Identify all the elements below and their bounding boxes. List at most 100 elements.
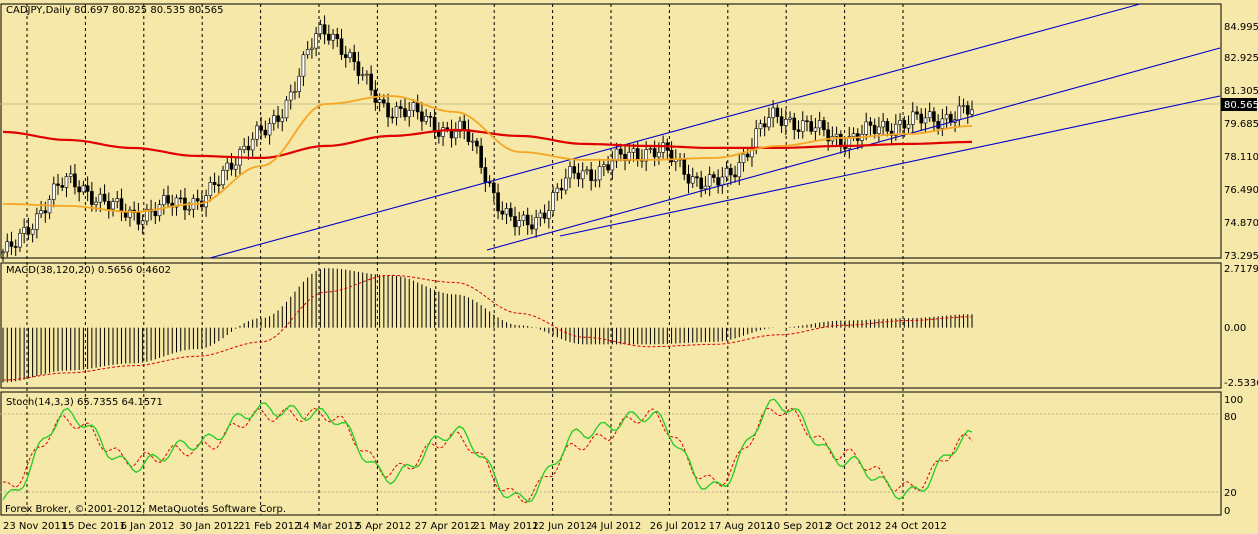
bull-candle xyxy=(517,220,522,228)
bull-candle xyxy=(851,133,856,137)
bear-candle xyxy=(796,129,801,132)
bull-candle xyxy=(208,182,213,196)
bear-candle xyxy=(839,133,843,147)
bull-candle xyxy=(910,111,915,125)
bear-candle xyxy=(965,105,970,115)
ma-fast-line xyxy=(3,95,973,213)
bull-candle xyxy=(585,169,589,172)
bull-candle xyxy=(957,105,962,120)
bear-candle xyxy=(745,153,750,158)
bull-candle xyxy=(970,109,974,115)
bear-candle xyxy=(85,185,90,192)
bear-candle xyxy=(559,187,564,191)
bear-candle xyxy=(902,120,907,129)
bull-candle xyxy=(580,170,585,180)
bear-candle xyxy=(483,167,488,183)
bull-candle xyxy=(297,75,302,92)
bear-candle xyxy=(259,125,263,131)
bull-candle xyxy=(703,185,708,190)
bear-candle xyxy=(500,210,505,215)
bull-candle xyxy=(225,162,230,171)
bear-candle xyxy=(60,185,65,188)
bear-candle xyxy=(682,158,687,175)
bear-candle xyxy=(428,115,433,118)
date-tick-label: 15 Dec 2011 xyxy=(62,521,126,532)
bull-candle xyxy=(610,160,615,171)
bull-candle xyxy=(661,142,665,153)
bull-candle xyxy=(187,208,191,211)
bear-candle xyxy=(475,140,479,147)
bear-candle xyxy=(479,145,483,168)
bear-candle xyxy=(686,174,691,184)
bear-candle xyxy=(716,177,720,186)
bull-candle xyxy=(894,123,898,136)
date-tick-label: 4 Jul 2012 xyxy=(591,521,641,532)
bull-candle xyxy=(644,149,648,162)
stochastic-panel[interactable]: Stoch(14,3,3) 65.7355 64.1571 100 80 20 … xyxy=(0,395,1243,517)
channel-line[interactable] xyxy=(486,47,1221,251)
bear-candle xyxy=(919,113,924,124)
bull-candle xyxy=(310,47,314,50)
trend-channel-lines[interactable] xyxy=(209,3,1221,259)
bear-candle xyxy=(729,168,733,176)
bull-candle xyxy=(407,110,412,118)
bear-candle xyxy=(805,120,809,123)
bear-candle xyxy=(826,129,830,142)
bear-candle xyxy=(195,198,200,202)
bear-candle xyxy=(352,52,357,63)
bull-candle xyxy=(318,24,323,34)
channel-line[interactable] xyxy=(209,3,1141,259)
bull-candle xyxy=(800,120,805,132)
bull-candle xyxy=(174,197,179,208)
bull-candle xyxy=(255,125,259,140)
bear-candle xyxy=(153,211,158,217)
bull-candle xyxy=(453,131,458,139)
bull-candle xyxy=(128,209,132,218)
bull-candle xyxy=(758,123,763,130)
bear-candle xyxy=(669,150,674,163)
bear-candle xyxy=(809,121,814,132)
bear-candle xyxy=(530,224,534,230)
macd-panel[interactable]: MACD(38,120,20) 0.5656 0.4602 2.7179 0.0… xyxy=(2,264,1258,389)
bear-candle xyxy=(106,200,111,210)
bull-candle xyxy=(157,204,162,217)
date-tick-label: 26 Jul 2012 xyxy=(650,521,707,532)
stoch-axis-label: 0 xyxy=(1224,506,1230,517)
bull-candle xyxy=(944,114,949,120)
bull-candle xyxy=(631,148,636,153)
bear-candle xyxy=(390,116,395,119)
price-tick-label: 79.685 xyxy=(1224,119,1258,130)
bull-candle xyxy=(242,145,246,150)
bear-candle xyxy=(9,241,14,247)
bull-candle xyxy=(657,151,661,158)
bear-candle xyxy=(635,148,640,160)
bull-candle xyxy=(568,166,572,179)
price-tick-label: 78.110 xyxy=(1224,152,1258,163)
bear-candle xyxy=(56,183,60,186)
bull-candle xyxy=(534,217,538,230)
bull-candle xyxy=(81,185,86,193)
price-panel[interactable]: CADJPY,Daily 80.697 80.825 80.535 80.565 xyxy=(0,3,1221,262)
stoch-axis-label: 20 xyxy=(1224,488,1237,499)
channel-line[interactable] xyxy=(559,95,1221,237)
bear-candle xyxy=(733,174,737,178)
bear-candle xyxy=(652,148,657,158)
bear-candle xyxy=(415,102,420,113)
bull-candle xyxy=(272,115,276,124)
symbol-label: CADJPY,Daily xyxy=(6,5,71,16)
bear-candle xyxy=(322,24,327,35)
bull-candle xyxy=(707,174,712,187)
bull-candle xyxy=(834,133,839,137)
bull-candle xyxy=(424,115,428,122)
date-tick-label: 10 Sep 2012 xyxy=(767,521,830,532)
price-tick-label: 76.490 xyxy=(1224,185,1258,196)
bear-candle xyxy=(229,162,234,170)
bull-candle xyxy=(221,169,225,186)
date-tick-label: 2 Oct 2012 xyxy=(826,521,881,532)
bull-candle xyxy=(233,164,238,170)
bear-candle xyxy=(136,212,141,225)
bear-candle xyxy=(589,169,593,181)
bear-candle xyxy=(343,54,348,58)
macd-signal-line xyxy=(2,274,973,381)
